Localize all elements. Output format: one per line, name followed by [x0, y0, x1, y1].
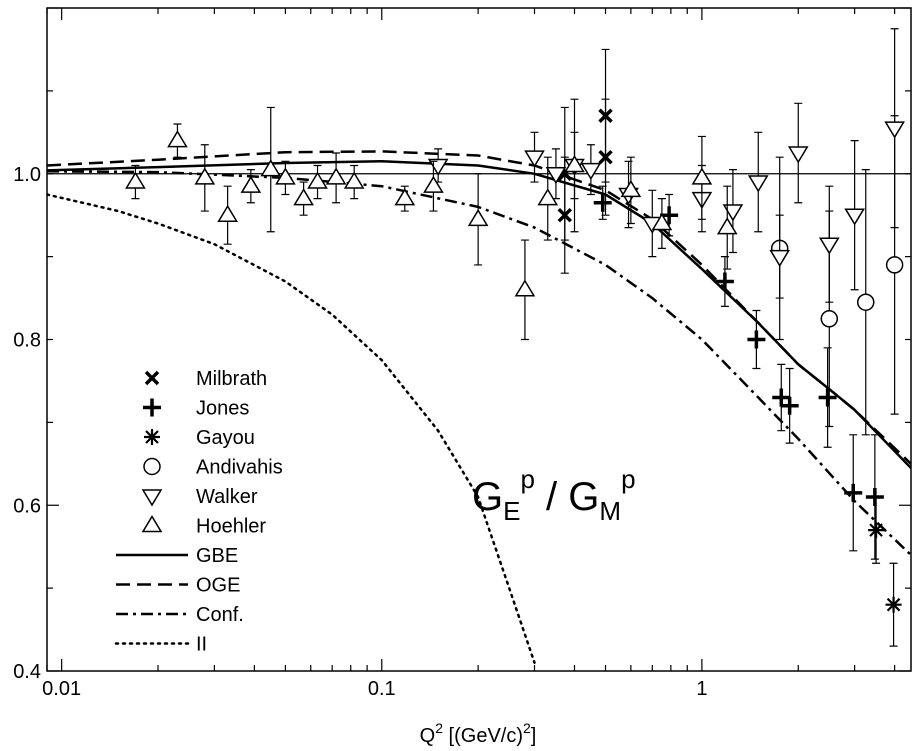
- ratio-annotation: GEp / GMp: [472, 464, 636, 526]
- x-tick-label: 0.1: [368, 678, 396, 700]
- point-walker: [545, 167, 567, 185]
- legend-label-milbrath: Milbrath: [196, 368, 267, 390]
- point-hoehler: [423, 175, 444, 193]
- point-hoehler: [307, 171, 328, 189]
- point-jones: [715, 272, 734, 291]
- point-gayou: [868, 522, 885, 539]
- point-hoehler: [537, 188, 559, 206]
- point-hoehler: [167, 130, 188, 148]
- point-walker: [769, 249, 791, 268]
- point-hoehler: [275, 167, 296, 185]
- legend-label-gayou: Gayou: [196, 427, 255, 449]
- data-points: [125, 28, 905, 647]
- x-axis-title: Q2 [(GeV/c)2]: [420, 720, 537, 747]
- point-hoehler: [260, 159, 282, 177]
- legend-label-gbe: GBE: [196, 545, 238, 567]
- point-jones: [780, 396, 799, 415]
- point-hoehler: [240, 175, 262, 193]
- point-hoehler: [217, 204, 238, 222]
- point-jones: [772, 388, 791, 407]
- point-hoehler: [343, 171, 365, 189]
- legend: Milbrath Jones Gayou Andivahis Walker Hoehler…: [114, 368, 283, 656]
- point-jones: [593, 193, 612, 212]
- point-walker: [884, 121, 905, 139]
- point-hoehler: [564, 155, 585, 173]
- point-hoehler: [125, 171, 146, 189]
- point-andivahis: [885, 256, 904, 274]
- legend-marker-jones: [143, 398, 161, 417]
- point-walker: [524, 150, 545, 168]
- legend-marker-andivahis: [143, 457, 161, 476]
- point-hoehler: [620, 179, 642, 198]
- point-hoehler: [194, 167, 216, 185]
- legend-marker-milbrath: [144, 370, 160, 386]
- point-milbrath: [598, 149, 613, 165]
- point-walker: [747, 175, 769, 193]
- legend-label-andivahis: Andivahis: [196, 457, 283, 479]
- legend-label-oge: OGE: [196, 575, 240, 597]
- curve-conf: [47, 170, 911, 556]
- point-hoehler: [467, 208, 489, 227]
- y-tick-label: 0.8: [13, 330, 41, 352]
- y-tick-label: 1.0: [13, 164, 41, 186]
- point-jones: [747, 330, 766, 349]
- point-hoehler: [514, 279, 536, 297]
- point-gayou: [885, 596, 902, 613]
- legend-label-hoehler: Hoehler: [196, 516, 266, 538]
- x-tick-label: 0.01: [42, 678, 81, 700]
- legend-label-walker: Walker: [196, 486, 258, 508]
- point-hoehler: [651, 213, 673, 231]
- y-tick-label: 0.4: [13, 661, 41, 683]
- point-walker: [787, 146, 809, 164]
- point-milbrath: [557, 207, 573, 223]
- point-andivahis: [857, 293, 875, 311]
- point-hoehler: [293, 188, 314, 206]
- point-hoehler: [691, 167, 713, 185]
- point-walker: [844, 208, 865, 226]
- axis-ticks: 0.01 0.1 1 0.4 0.6 0.8 1.0: [13, 7, 911, 700]
- y-tick-label: 0.6: [13, 495, 41, 517]
- point-hoehler: [716, 217, 738, 235]
- legend-marker-gayou: [144, 429, 160, 445]
- point-jones: [818, 388, 837, 407]
- point-jones: [844, 483, 863, 502]
- legend-marker-hoehler: [141, 515, 163, 533]
- legend-label-conf: Conf.: [196, 604, 244, 626]
- legend-label-ii: II: [196, 634, 207, 656]
- point-hoehler: [325, 167, 347, 185]
- point-hoehler: [394, 188, 416, 206]
- legend-label-jones: Jones: [196, 398, 249, 420]
- point-walker: [722, 204, 744, 222]
- curve-ii: [47, 193, 536, 664]
- point-walker: [818, 237, 840, 255]
- point-andivahis: [820, 310, 839, 328]
- legend-marker-walker: [141, 489, 163, 507]
- x-tick-label: 1: [696, 678, 707, 700]
- point-walker: [580, 162, 602, 181]
